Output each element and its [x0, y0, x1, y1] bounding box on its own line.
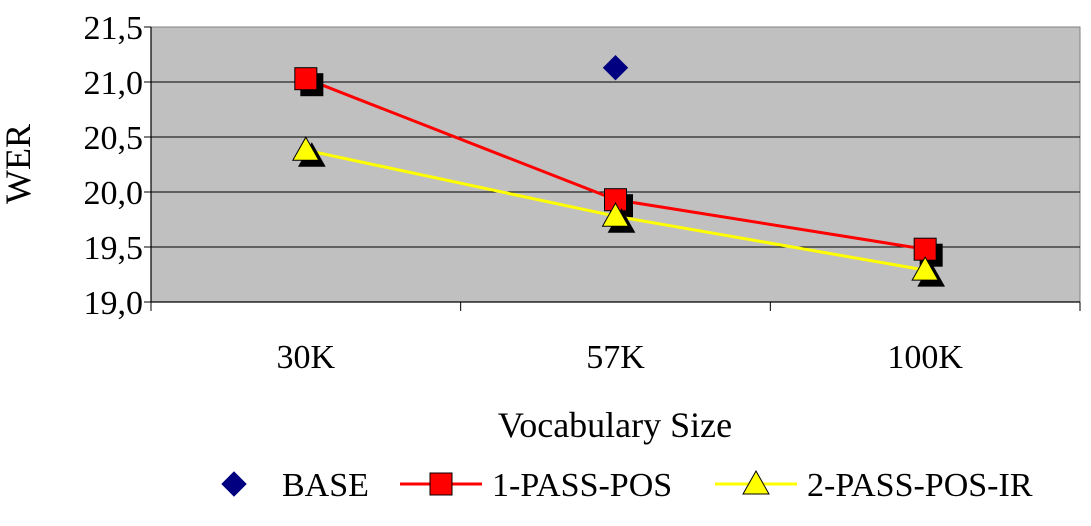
series-layer [291, 54, 946, 287]
x-axis-title: Vocabulary Size [498, 405, 732, 445]
legend-label: BASE [282, 467, 369, 504]
legend-item: 2-PASS-POS-IR [715, 467, 1033, 504]
x-tick-labels: 30K 57K 100K [277, 339, 964, 376]
y-tick-label: 21,0 [84, 65, 144, 102]
x-tick-label: 57K [586, 339, 645, 376]
legend-item: 1-PASS-POS [400, 467, 672, 504]
y-axis-title: WER [0, 124, 38, 204]
legend: BASE 1-PASS-POS 2-PASS-POS-IR [221, 467, 1033, 504]
data-point [602, 54, 629, 81]
y-tick-label: 21,5 [84, 10, 144, 47]
data-point [291, 136, 320, 161]
y-tick-label: 20,0 [84, 175, 144, 212]
y-tick-label: 20,5 [84, 120, 144, 157]
x-tick-label: 100K [887, 339, 963, 376]
series-2-pass-pos-ir [291, 136, 946, 287]
axes [144, 26, 1081, 311]
legend-label: 2-PASS-POS-IR [807, 467, 1033, 504]
data-point [601, 202, 630, 227]
y-tick-labels: 19,0 19,5 20,0 20,5 21,0 21,5 [84, 10, 144, 322]
legend-label: 1-PASS-POS [492, 467, 672, 504]
x-tick-label: 30K [277, 339, 336, 376]
legend-marker [429, 472, 453, 496]
legend-marker [221, 471, 247, 497]
legend-marker [742, 469, 770, 495]
data-point [294, 67, 318, 91]
y-tick-label: 19,5 [84, 230, 144, 267]
legend-item: BASE [221, 467, 369, 504]
series-base [602, 54, 629, 81]
y-tick-label: 19,0 [84, 285, 144, 322]
data-point [911, 256, 940, 281]
